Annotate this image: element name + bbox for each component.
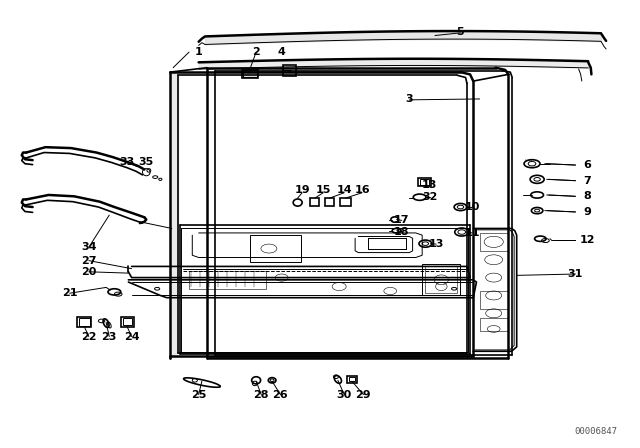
Bar: [420, 179, 429, 185]
Text: 15: 15: [316, 185, 331, 194]
Bar: [479, 318, 508, 331]
Text: 17: 17: [394, 215, 410, 225]
Bar: [79, 318, 90, 326]
Text: 13: 13: [422, 180, 438, 190]
Text: 30: 30: [337, 390, 352, 400]
Text: 8: 8: [583, 191, 591, 201]
Text: 00006847: 00006847: [574, 427, 617, 436]
Text: 32: 32: [422, 192, 438, 202]
Bar: [242, 69, 258, 78]
Text: 29: 29: [356, 390, 371, 400]
Bar: [310, 198, 319, 206]
Text: 34: 34: [81, 242, 97, 252]
Text: 6: 6: [583, 160, 591, 170]
Text: 25: 25: [191, 390, 206, 400]
Text: 21: 21: [62, 288, 77, 298]
Bar: [243, 70, 257, 77]
Bar: [419, 178, 431, 186]
Text: 13: 13: [429, 239, 444, 249]
Bar: [121, 317, 134, 327]
Text: 5: 5: [457, 27, 464, 37]
Bar: [250, 235, 301, 262]
Text: 35: 35: [139, 157, 154, 168]
Bar: [325, 198, 334, 206]
Bar: [123, 318, 132, 325]
Text: 23: 23: [102, 332, 117, 341]
Bar: [283, 65, 296, 76]
Bar: [189, 271, 266, 289]
Bar: [349, 377, 355, 381]
Text: 18: 18: [394, 227, 410, 237]
Text: 3: 3: [406, 94, 413, 104]
Bar: [479, 291, 508, 309]
Text: 26: 26: [273, 390, 288, 400]
Bar: [77, 317, 92, 327]
Text: 4: 4: [278, 47, 285, 57]
Bar: [422, 264, 461, 296]
Text: 12: 12: [579, 235, 595, 245]
Text: 33: 33: [120, 157, 135, 168]
Text: 11: 11: [464, 228, 480, 238]
Text: 20: 20: [81, 267, 97, 277]
Text: 27: 27: [81, 256, 97, 266]
Bar: [479, 233, 508, 251]
Text: 9: 9: [583, 207, 591, 217]
Text: 28: 28: [253, 390, 269, 400]
Text: 10: 10: [464, 202, 479, 212]
Text: 16: 16: [355, 185, 370, 194]
Text: 24: 24: [124, 332, 140, 341]
Text: 1: 1: [195, 47, 202, 57]
Text: 22: 22: [81, 332, 97, 341]
Text: 2: 2: [252, 47, 260, 57]
Bar: [426, 267, 458, 293]
Text: 7: 7: [583, 176, 591, 185]
Bar: [348, 376, 357, 383]
Text: 31: 31: [568, 269, 583, 279]
Text: 14: 14: [337, 185, 352, 194]
Text: 19: 19: [294, 185, 310, 194]
Bar: [340, 198, 351, 206]
